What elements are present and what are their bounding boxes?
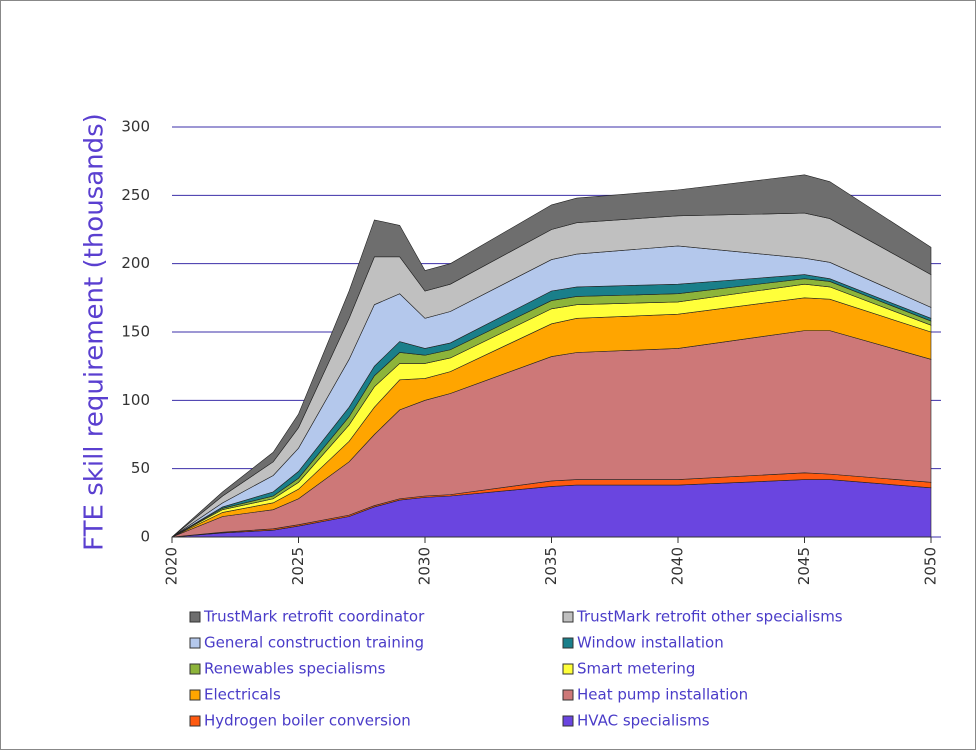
legend-swatch: [562, 637, 574, 649]
legend-swatch: [562, 611, 574, 623]
legend-swatch: [189, 611, 201, 623]
legend-label: Smart metering: [577, 660, 695, 678]
legend-label: Heat pump installation: [577, 686, 748, 704]
x-tick-label: 2050: [922, 547, 940, 585]
y-tick-label: 200: [121, 254, 150, 272]
y-axis-label: FTE skill requirement (thousands): [80, 113, 110, 551]
legend-label: TrustMark retrofit other specialisms: [576, 608, 843, 626]
x-tick-label: 2040: [669, 547, 687, 585]
y-tick-label: 0: [140, 528, 150, 546]
legend-label: General construction training: [204, 634, 424, 652]
legend-label: HVAC specialisms: [577, 712, 710, 730]
legend-swatch: [189, 663, 201, 675]
legend-label: Renewables specialisms: [204, 660, 386, 678]
legend-swatch: [562, 715, 574, 727]
legend-label: Window installation: [577, 634, 724, 652]
x-tick-label: 2035: [542, 547, 560, 585]
y-tick-label: 300: [121, 118, 150, 136]
area: [171, 174, 932, 538]
legend-label: TrustMark retrofit coordinator: [203, 608, 425, 626]
y-tick-label: 100: [121, 391, 150, 409]
y-tick-label: 250: [121, 186, 150, 204]
y-tick-label: 150: [121, 323, 150, 341]
legend-swatch: [189, 715, 201, 727]
x-tick-label: 2020: [163, 547, 181, 585]
x-tick-label: 2025: [289, 547, 307, 585]
legend-swatch: [562, 663, 574, 675]
x-tick-label: 2045: [795, 547, 813, 585]
legend-swatch: [189, 689, 201, 701]
legend-swatch: [189, 637, 201, 649]
legend-label: Hydrogen boiler conversion: [204, 712, 411, 730]
legend-swatch: [562, 689, 574, 701]
legend-label: Electricals: [204, 686, 281, 704]
x-tick-label: 2030: [416, 547, 434, 585]
y-tick-label: 50: [131, 459, 150, 477]
